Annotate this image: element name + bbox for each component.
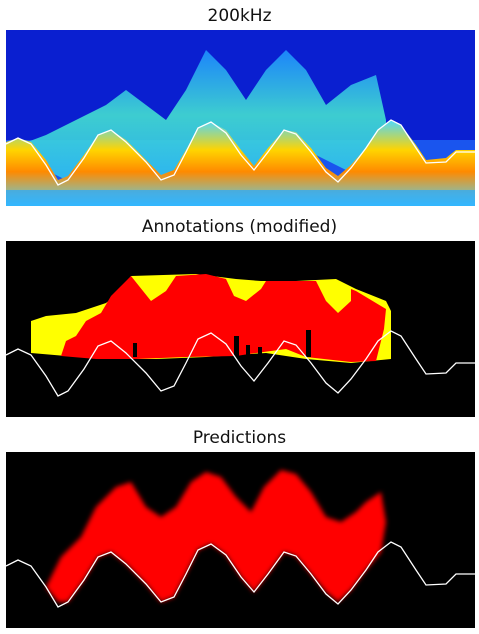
annotation-bar bbox=[306, 330, 311, 357]
echogram-bottom-line bbox=[6, 119, 475, 186]
predictions-panel bbox=[6, 452, 475, 628]
annotation-bar bbox=[246, 345, 250, 357]
panel-title-annotations: Annotations (modified) bbox=[141, 217, 338, 237]
echogram-bottom-band bbox=[6, 120, 475, 206]
panel-title-200khz: 200kHz bbox=[207, 6, 272, 26]
echogram-panel bbox=[6, 30, 475, 206]
echogram-bottom-fade bbox=[6, 190, 475, 206]
annotation-bar bbox=[133, 343, 137, 357]
annotation-bar bbox=[258, 347, 262, 357]
panel-title-predictions: Predictions bbox=[192, 428, 287, 448]
annotations-panel bbox=[6, 241, 475, 417]
predictions-bottom-line bbox=[6, 541, 475, 608]
annotation-red-region bbox=[61, 274, 386, 362]
annotation-bar bbox=[234, 336, 239, 356]
annotations-bottom-line bbox=[6, 330, 475, 397]
